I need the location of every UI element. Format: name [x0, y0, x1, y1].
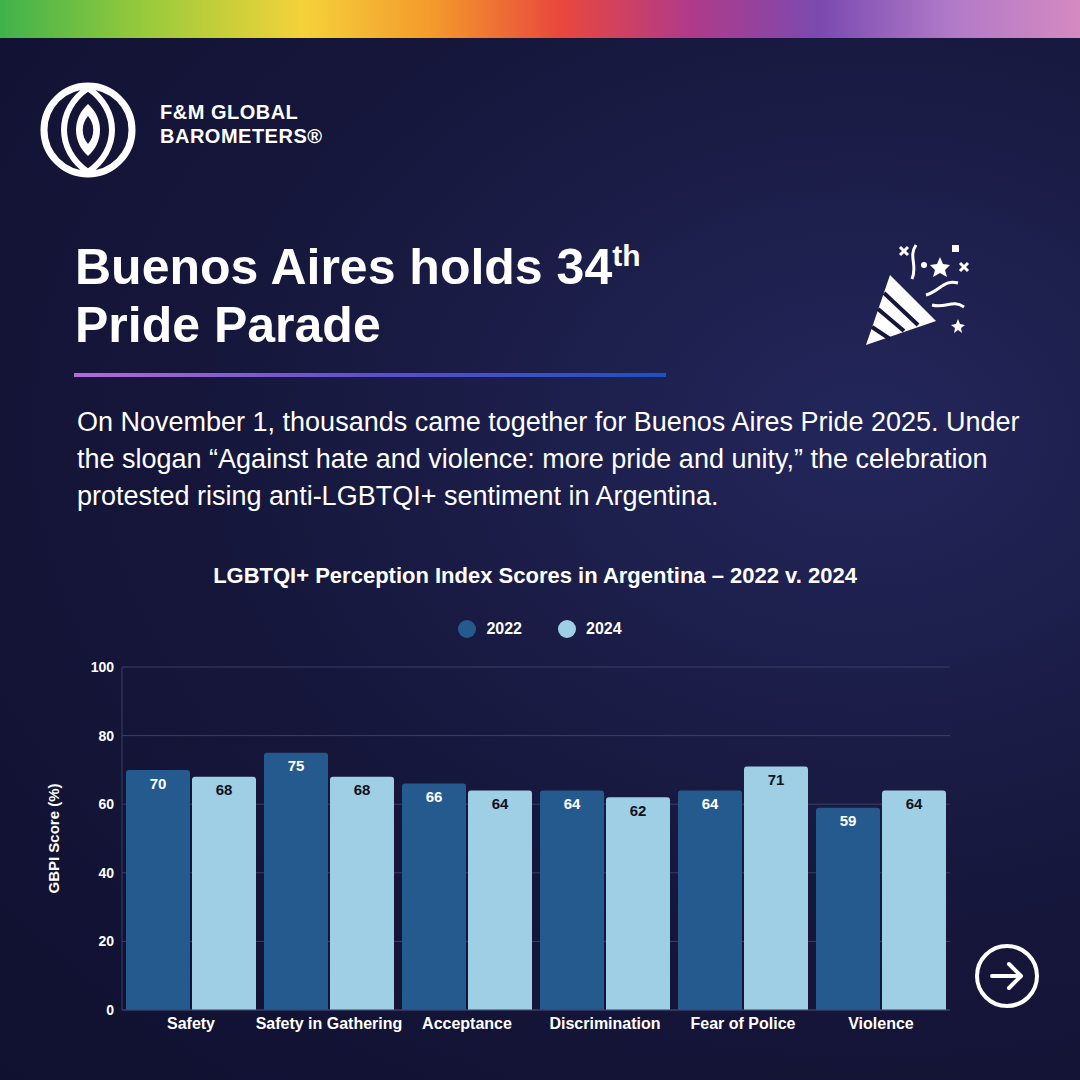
svg-text:20: 20 — [98, 933, 114, 949]
svg-text:Acceptance: Acceptance — [422, 1015, 512, 1032]
svg-text:68: 68 — [354, 781, 371, 798]
svg-text:71: 71 — [768, 771, 785, 788]
html-text:On November 1, thousands came: On November 1, thousands came together f… — [77, 407, 1020, 511]
svg-text:64: 64 — [702, 795, 719, 812]
svg-text:Discrimination: Discrimination — [549, 1015, 660, 1032]
svg-text:64: 64 — [906, 795, 923, 812]
svg-text:40: 40 — [98, 865, 114, 881]
svg-text:100: 100 — [91, 659, 115, 675]
svg-text:62: 62 — [630, 802, 647, 819]
svg-text:64: 64 — [492, 795, 509, 812]
svg-text:80: 80 — [98, 728, 114, 744]
html-text:2022: 2022 — [486, 620, 522, 637]
svg-text:68: 68 — [216, 781, 233, 798]
svg-text:0: 0 — [106, 1002, 114, 1018]
svg-text:Safety in Gathering: Safety in Gathering — [256, 1015, 403, 1032]
html-text:Pride Parade: Pride Parade — [75, 297, 381, 353]
svg-text:Safety: Safety — [167, 1015, 215, 1032]
svg-text:Violence: Violence — [848, 1015, 914, 1032]
html-text:2024: 2024 — [586, 620, 622, 637]
svg-text:60: 60 — [98, 796, 114, 812]
html-text:Buenos Aires holds 34th: Buenos Aires holds 34th — [75, 239, 641, 295]
html-text:BAROMETERS®: BAROMETERS® — [160, 125, 323, 147]
svg-text:64: 64 — [564, 795, 581, 812]
svg-text:59: 59 — [840, 812, 857, 829]
html-text:F&M GLOBAL: F&M GLOBAL — [160, 101, 299, 123]
svg-text:66: 66 — [426, 788, 443, 805]
svg-text:Fear of Police: Fear of Police — [691, 1015, 796, 1032]
svg-text:GBPI Score (%): GBPI Score (%) — [45, 783, 62, 893]
svg-text:75: 75 — [288, 757, 305, 774]
svg-text:70: 70 — [150, 775, 167, 792]
html-text:LGBTQI+ Perception Index Score: LGBTQI+ Perception Index Scores in Argen… — [213, 563, 857, 588]
